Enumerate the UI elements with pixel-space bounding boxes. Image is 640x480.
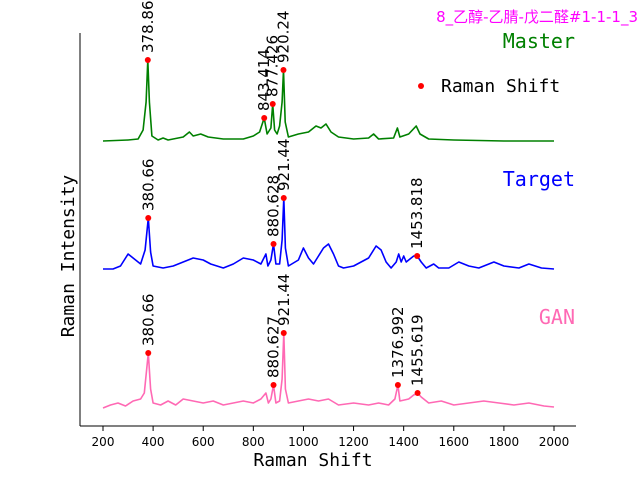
peak-label: 1455.619 (409, 314, 427, 386)
legend-label: Raman Shift (441, 76, 560, 97)
series-line (102, 332, 555, 409)
peak-label: 921.44 (275, 139, 293, 192)
series-name-label: GAN (539, 305, 575, 329)
peak-point (270, 382, 277, 388)
peak-label: 378.86 (139, 1, 157, 54)
peak-label: 877.426 (264, 35, 282, 97)
peak-label: 880.627 (265, 316, 283, 378)
x-tick-label: 600 (192, 435, 215, 449)
x-tick-label: 1000 (288, 435, 319, 449)
legend: Raman Shift (418, 76, 560, 97)
series-name-label: Target (503, 167, 575, 191)
peak-point (280, 195, 287, 201)
series-name-label: Master (503, 29, 575, 53)
chart-title: 8_乙醇-乙腈-戊二醛#1-1-1_3 (436, 8, 638, 27)
peak-point (394, 382, 401, 388)
series-line (103, 197, 555, 270)
peak-point (280, 330, 287, 336)
y-axis-label: Raman Intensity (58, 175, 79, 338)
peak-label: 380.66 (139, 159, 157, 212)
peak-point (261, 115, 268, 121)
x-tick-label: 1800 (489, 435, 520, 449)
peak-label: 1453.818 (408, 177, 426, 249)
peak-point (145, 215, 152, 221)
x-ticks: 200 400 600 800 1000 1200 1400 1600 1800 2000 (92, 426, 570, 449)
x-tick-label: 800 (242, 435, 265, 449)
x-tick-label: 2000 (539, 435, 570, 449)
peak-label: 880.628 (265, 175, 283, 237)
peak-point (414, 390, 421, 396)
x-tick-label: 1600 (439, 435, 470, 449)
peak-point (280, 67, 287, 73)
x-axis-label: Raman Shift (253, 450, 372, 471)
peak-point (269, 101, 276, 107)
x-tick-label: 1400 (388, 435, 419, 449)
x-tick-label: 1200 (338, 435, 369, 449)
peak-point (145, 350, 152, 356)
peak-label: 1376.992 (389, 306, 407, 378)
peak-label: 920.24 (274, 11, 292, 64)
x-tick-label: 200 (92, 435, 115, 449)
peak-point (414, 253, 421, 259)
axes (79, 33, 576, 427)
peak-point (270, 241, 277, 247)
peak-label: 843.414 (255, 49, 273, 111)
series-line (102, 59, 554, 142)
peak-label: 921.44 (275, 274, 293, 327)
legend-marker (418, 83, 424, 89)
peak-label: 380.66 (139, 294, 157, 347)
peak-point (144, 57, 151, 63)
x-tick-label: 400 (142, 435, 165, 449)
